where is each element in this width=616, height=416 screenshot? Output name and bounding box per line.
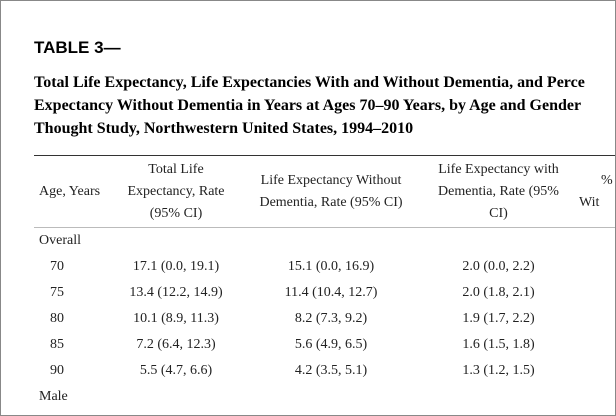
cell-with-dementia: 2.0 (0.0, 2.2) xyxy=(462,259,535,274)
cell-with-dementia: 1.3 (1.2, 1.5) xyxy=(462,363,535,378)
header-line: Expectancy, Rate xyxy=(127,184,225,199)
header-line: % xyxy=(601,173,613,188)
cell-total: 7.2 (6.4, 12.3) xyxy=(136,337,216,352)
cell-with-dementia: 1.6 (1.5, 1.8) xyxy=(462,337,535,352)
caption-line: Total Life Expectancy, Life Expectancies… xyxy=(34,74,585,91)
header-line: Total Life xyxy=(148,162,204,177)
cell-without-dementia: 11.4 (10.4, 12.7) xyxy=(284,285,378,300)
caption-line: Thought Study, Northwestern United State… xyxy=(34,120,414,137)
cell-age: 90 xyxy=(50,363,64,378)
column-header-age: Age, Years xyxy=(39,184,101,199)
cell-age: 80 xyxy=(50,311,64,326)
cell-total: 13.4 (12.2, 14.9) xyxy=(129,285,223,300)
group-label-overall: Overall xyxy=(39,233,81,248)
cell-with-dementia: 1.9 (1.7, 2.2) xyxy=(462,311,535,326)
cell-without-dementia: 15.1 (0.0, 16.9) xyxy=(287,259,375,274)
column-header-without-dementia: Life Expectancy Without Dementia, Rate (… xyxy=(246,170,416,214)
header-bottom-rule xyxy=(34,227,615,228)
column-header-with-dementia: Life Expectancy with Dementia, Rate (95%… xyxy=(426,159,571,225)
cell-total: 17.1 (0.0, 19.1) xyxy=(132,259,220,274)
cell-with-dementia: 2.0 (1.8, 2.1) xyxy=(462,285,535,300)
table-number: TABLE 3— xyxy=(34,38,121,57)
header-line: Dementia, Rate (95% xyxy=(438,184,559,199)
cell-without-dementia: 4.2 (3.5, 5.1) xyxy=(294,363,368,378)
caption-line: Expectancy Without Dementia in Years at … xyxy=(34,97,582,114)
cell-without-dementia: 8.2 (7.3, 9.2) xyxy=(294,311,368,326)
cell-total: 10.1 (8.9, 11.3) xyxy=(133,311,219,326)
table-top-rule xyxy=(34,155,615,156)
column-header-percent-without-dementia: % Wit xyxy=(579,170,613,214)
header-line: Life Expectancy Without xyxy=(260,173,402,188)
header-line: Life Expectancy with xyxy=(438,162,559,177)
cell-age: 70 xyxy=(50,259,64,274)
cell-age: 85 xyxy=(50,337,64,352)
header-line: (95% CI) xyxy=(149,206,203,221)
cell-without-dementia: 5.6 (4.9, 6.5) xyxy=(294,337,368,352)
header-line: CI) xyxy=(489,206,508,221)
group-label-male: Male xyxy=(39,389,68,404)
header-line: Dementia, Rate (95% CI) xyxy=(259,195,403,210)
cell-age: 75 xyxy=(50,285,64,300)
table-caption: Total Life Expectancy, Life Expectancies… xyxy=(34,71,585,140)
cell-total: 5.5 (4.7, 6.6) xyxy=(139,363,213,378)
header-line: Wit xyxy=(579,195,600,210)
column-header-total-life-expectancy: Total Life Expectancy, Rate (95% CI) xyxy=(116,159,236,225)
